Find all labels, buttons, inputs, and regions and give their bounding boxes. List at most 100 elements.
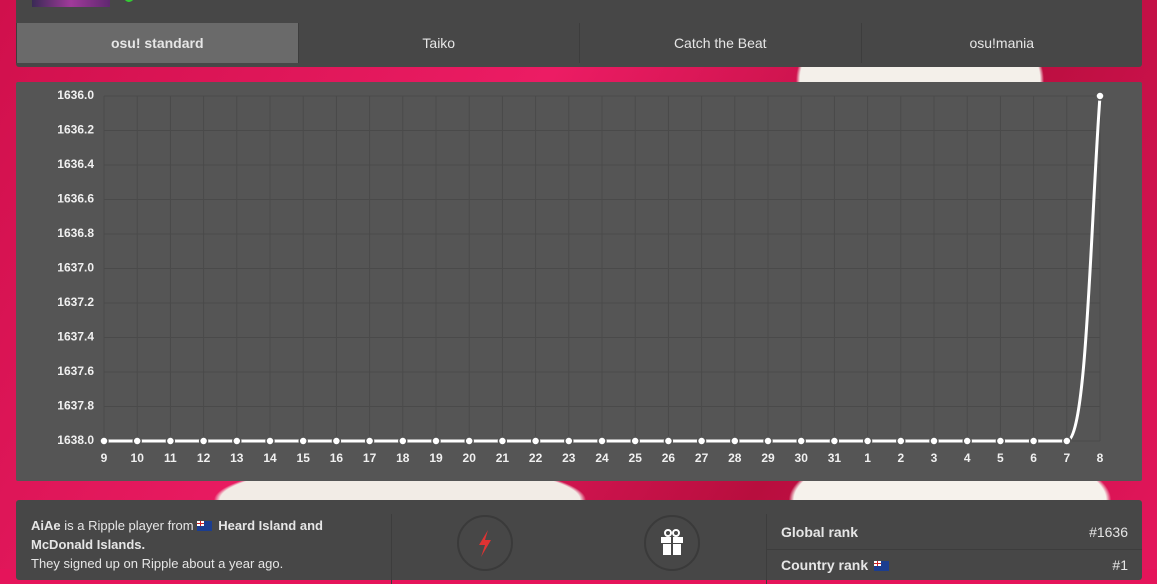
x-tick-label: 4 (964, 451, 971, 465)
header-card: osu! standard Taiko Catch the Beat osu!mani… (16, 0, 1142, 67)
mode-tab[interactable]: osu!mania (860, 23, 1143, 63)
badge[interactable] (457, 515, 513, 571)
x-tick-label: 14 (263, 451, 277, 465)
x-tick-label: 3 (931, 451, 938, 465)
text: is a Ripple player from (64, 518, 194, 533)
point (232, 436, 242, 446)
point (896, 436, 906, 446)
point (298, 436, 308, 446)
stat-label: Global rank (781, 524, 859, 540)
y-tick-label: 1637.2 (57, 295, 94, 309)
point (464, 436, 474, 446)
y-tick-label: 1636.2 (57, 123, 94, 137)
profile-card: AiAe is a Ripple player from Heard Islan… (16, 500, 1142, 584)
x-tick-label: 1 (864, 451, 871, 465)
y-tick-label: 1636.8 (57, 226, 94, 240)
x-tick-label: 2 (897, 451, 904, 465)
stat-value: #1 (1112, 557, 1128, 573)
stat-value: #1636 (1089, 524, 1128, 540)
x-tick-label: 13 (230, 451, 244, 465)
x-tick-label: 30 (795, 451, 809, 465)
divider (391, 514, 392, 584)
x-tick-label: 11 (164, 451, 177, 465)
y-tick-label: 1636.0 (57, 88, 94, 102)
point (398, 436, 408, 446)
badge[interactable] (644, 515, 700, 571)
x-tick-label: 28 (728, 451, 742, 465)
mode-tab[interactable]: Taiko (297, 23, 580, 63)
point (132, 436, 142, 446)
point (995, 436, 1006, 446)
x-tick-label: 7 (1063, 451, 1070, 465)
x-tick-label: 12 (197, 451, 211, 465)
point (99, 436, 109, 446)
y-tick-label: 1636.6 (57, 192, 94, 206)
text: They signed up on Ripple about a year ag… (31, 556, 284, 571)
chart: 1638.01637.81637.61637.41637.21637.01636… (57, 88, 1105, 465)
point (497, 436, 508, 446)
x-tick-label: 27 (695, 451, 709, 465)
x-tick-label: 8 (1097, 451, 1104, 465)
avatar (32, 0, 110, 7)
point (265, 436, 275, 446)
y-tick-label: 1636.4 (57, 157, 94, 171)
point (530, 436, 541, 446)
point (1095, 91, 1105, 101)
y-tick-label: 1637.4 (57, 330, 94, 344)
point (829, 436, 840, 446)
x-tick-label: 25 (629, 451, 643, 465)
point (1062, 436, 1072, 446)
flag (874, 561, 889, 571)
icon (661, 529, 683, 555)
point (165, 436, 176, 446)
x-tick-label: 26 (662, 451, 676, 465)
point (198, 436, 209, 446)
x-tick-label: 20 (463, 451, 477, 465)
mode-tab[interactable]: osu! standard (16, 23, 298, 63)
x-tick-label: 21 (496, 451, 510, 465)
x-tick-label: 29 (761, 451, 775, 465)
x-tick-label: 16 (330, 451, 344, 465)
icon (479, 530, 491, 557)
x-tick-label: 10 (131, 451, 145, 465)
divider (766, 514, 767, 584)
y-tick-label: 1637.8 (57, 399, 94, 413)
point (730, 436, 740, 446)
point (364, 436, 375, 446)
point (796, 436, 806, 446)
x-tick-label: 23 (562, 451, 576, 465)
x-tick-label: 24 (595, 451, 609, 465)
x-tick-label: 9 (101, 451, 108, 465)
point (763, 436, 773, 446)
y-tick-label: 1638.0 (57, 433, 94, 447)
point (929, 436, 939, 446)
x-tick-label: 15 (297, 451, 311, 465)
mode-tab[interactable]: Catch the Beat (579, 23, 861, 63)
x-tick-label: 19 (429, 451, 443, 465)
x-tick-label: 18 (396, 451, 410, 465)
country: Heard Island and McDonald Islands. (31, 518, 323, 552)
y-tick-label: 1637.0 (57, 261, 94, 275)
username: AiAe (31, 518, 61, 533)
point (331, 436, 342, 446)
point (431, 436, 441, 446)
x-tick-label: 6 (1030, 451, 1037, 465)
y-tick-label: 1637.6 (57, 364, 94, 378)
point (696, 436, 707, 446)
point (597, 436, 607, 446)
x-tick-label: 5 (997, 451, 1004, 465)
point (862, 436, 873, 446)
point (962, 436, 972, 446)
flag (196, 521, 212, 531)
point (663, 436, 674, 446)
online-dot (124, 0, 134, 2)
chart-card: 1638.0 1637.8 1637.6 1637.4 1637.2 1637.0 1636… (16, 82, 1142, 481)
point (630, 436, 640, 446)
x-tick-label: 31 (828, 451, 842, 465)
point (1028, 436, 1039, 446)
profile-text: AiAe is a Ripple player from Heard Islan… (31, 516, 361, 573)
stat-label: Country rank (781, 557, 869, 573)
row-divider (767, 549, 1142, 550)
point (564, 436, 574, 446)
